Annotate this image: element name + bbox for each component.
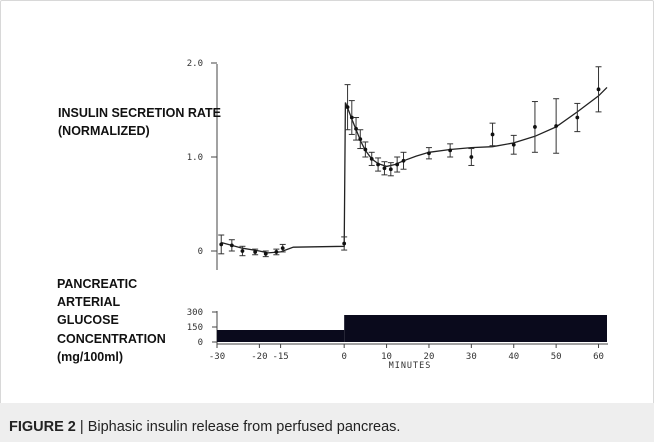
insulin-data-point xyxy=(553,98,560,154)
caption-separator: | xyxy=(79,419,84,435)
insulin-data-point xyxy=(394,156,401,173)
data-marker xyxy=(280,246,285,251)
caption-bar xyxy=(0,403,654,442)
glucose-x-tick-label: 60 xyxy=(593,352,604,362)
glucose-y-tick-label: 300 xyxy=(187,308,203,318)
data-marker xyxy=(511,142,516,147)
glucose-x-tick-label: 10 xyxy=(381,352,392,362)
insulin-data-point xyxy=(425,147,432,160)
data-marker xyxy=(395,162,400,167)
insulin-data-point xyxy=(348,100,355,135)
glucose-axes: 300 150 0 -30 -20 -15 0 10 20 30 40 50 60 MINUTES xyxy=(187,308,608,371)
data-marker xyxy=(229,243,234,248)
insulin-fit-curve xyxy=(221,86,608,254)
insulin-data-point xyxy=(357,129,364,150)
data-marker xyxy=(427,151,431,156)
figure-caption: FIGURE 2 | Biphasic insulin release from… xyxy=(9,419,400,435)
glucose-x-tick-label: -30 xyxy=(209,352,225,362)
data-marker xyxy=(358,137,363,142)
glucose-x-tick-label: 0 xyxy=(341,352,346,362)
data-marker xyxy=(240,249,245,253)
data-marker xyxy=(369,156,374,161)
glucose-ylabel-line-5: (mg/100ml) xyxy=(57,349,123,364)
glucose-x-tick-label: 50 xyxy=(551,352,562,362)
data-marker xyxy=(554,124,559,128)
insulin-data-points xyxy=(218,66,602,258)
data-marker xyxy=(596,87,601,92)
insulin-data-point xyxy=(447,143,454,158)
data-marker xyxy=(274,250,279,254)
glucose-x-tick-label: 40 xyxy=(508,352,519,362)
glucose-step xyxy=(344,315,607,342)
data-marker xyxy=(469,155,474,159)
data-marker xyxy=(363,147,368,152)
figure-plot: 0 1.0 2.0 300 150 0 -30 -20 -15 0 10 20 30 40 50 60 MIN… xyxy=(187,59,608,371)
insulin-data-point xyxy=(344,84,351,131)
insulin-data-point xyxy=(381,161,388,176)
glucose-x-tick-label: 20 xyxy=(424,352,435,362)
insulin-data-point xyxy=(362,141,369,158)
glucose-x-tick-label: -15 xyxy=(272,352,288,362)
insulin-ylabel-line-2: (NORMALIZED) xyxy=(58,124,150,138)
data-marker xyxy=(342,241,347,246)
insulin-y-tick-label: 0 xyxy=(198,247,203,257)
glucose-ylabel-line-3: GLUCOSE xyxy=(57,313,119,328)
insulin-data-point xyxy=(341,236,348,251)
insulin-data-point xyxy=(595,66,602,113)
insulin-data-point xyxy=(252,248,259,256)
insulin-data-point xyxy=(387,162,394,177)
glucose-y-tick-label: 150 xyxy=(187,323,203,333)
glucose-steps xyxy=(217,315,607,342)
insulin-y-axis-label: INSULIN SECRETION RATE (NORMALIZED) xyxy=(58,104,221,140)
insulin-data-point xyxy=(273,248,280,256)
data-marker xyxy=(382,166,387,171)
data-marker xyxy=(448,148,453,153)
data-marker xyxy=(490,132,495,137)
insulin-data-point xyxy=(400,151,407,170)
data-marker xyxy=(345,105,350,110)
glucose-x-tick-label: -20 xyxy=(251,352,267,362)
insulin-data-point xyxy=(375,157,382,172)
data-marker xyxy=(263,251,268,256)
data-marker xyxy=(349,115,354,120)
insulin-data-point xyxy=(574,102,581,133)
glucose-ylabel-line-1: PANCREATIC xyxy=(57,277,138,291)
data-marker xyxy=(253,250,258,254)
insulin-data-point xyxy=(279,243,286,253)
glucose-x-axis-label: MINUTES xyxy=(389,361,432,371)
glucose-ylabel-line-2: ARTERIAL xyxy=(57,295,121,310)
data-marker xyxy=(354,126,358,131)
insulin-data-point xyxy=(353,117,360,141)
data-marker xyxy=(401,158,406,163)
glucose-x-tick-label: 30 xyxy=(466,352,477,362)
glucose-y-axis-label: PANCREATIC ARTERIAL GLUCOSE CONCENTRATION (m… xyxy=(57,275,166,366)
glucose-ylabel-line-4: CONCENTRATION xyxy=(57,331,166,346)
data-marker xyxy=(533,125,537,129)
insulin-data-point xyxy=(368,151,375,166)
data-marker xyxy=(388,167,393,172)
insulin-ylabel-line-1: INSULIN SECRETION RATE xyxy=(58,106,221,120)
insulin-y-tick-label: 2.0 xyxy=(187,59,203,69)
data-marker xyxy=(376,162,380,167)
glucose-step xyxy=(217,330,345,342)
insulin-data-point xyxy=(239,245,246,257)
insulin-data-point xyxy=(489,122,496,147)
insulin-data-point xyxy=(468,148,475,166)
glucose-y-tick-label: 0 xyxy=(198,338,203,348)
insulin-data-point xyxy=(218,234,225,255)
caption-text: Biphasic insulin release from perfused p… xyxy=(87,419,401,435)
insulin-y-tick-label: 1.0 xyxy=(187,153,203,163)
data-marker xyxy=(219,242,224,247)
caption-label: FIGURE 2 xyxy=(9,419,76,435)
insulin-data-point xyxy=(262,250,269,258)
insulin-data-point xyxy=(510,134,517,155)
insulin-data-point xyxy=(531,101,538,153)
insulin-data-point xyxy=(228,239,235,252)
data-marker xyxy=(575,115,580,120)
